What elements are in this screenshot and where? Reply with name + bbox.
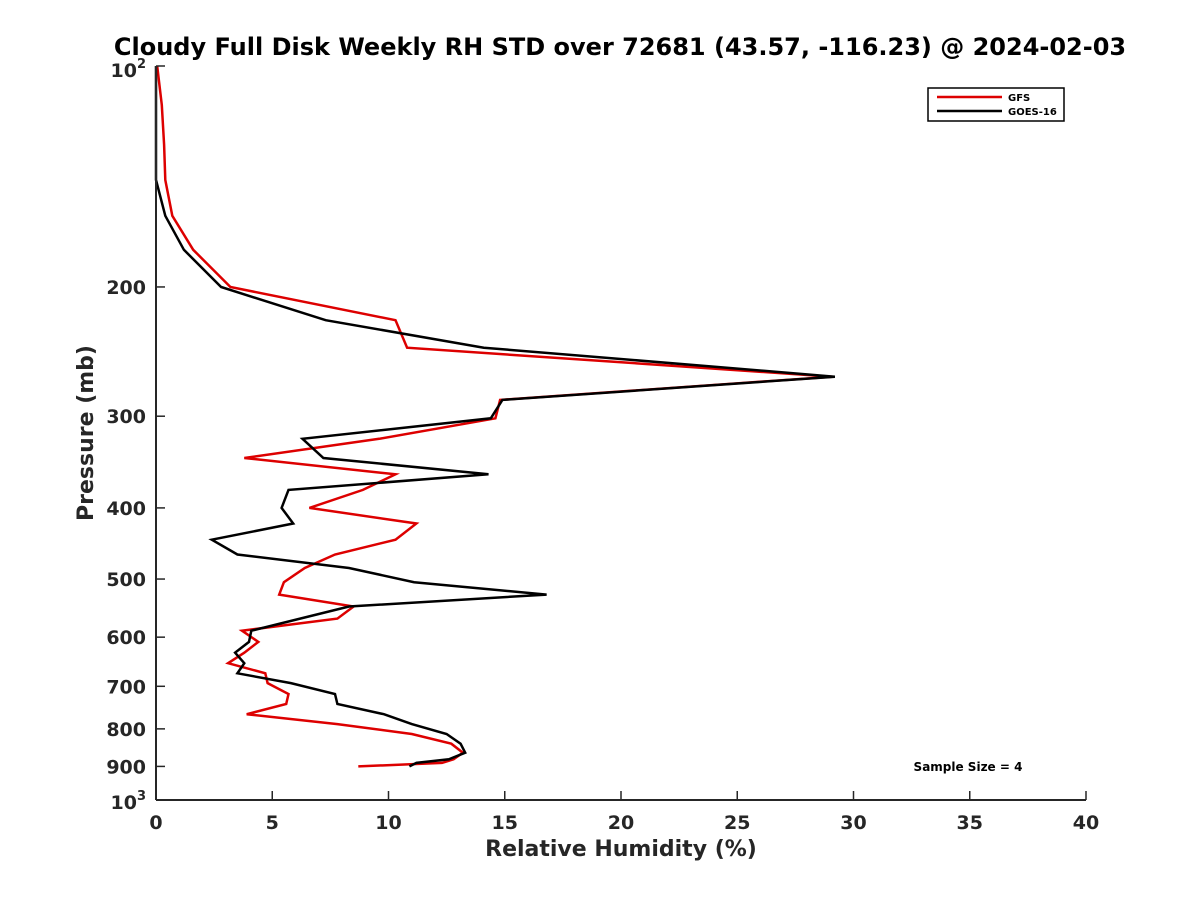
x-axis-label: Relative Humidity (%)	[485, 837, 757, 862]
legend-gfs-label: GFS	[1008, 93, 1030, 104]
y-tick-label: 700	[106, 676, 146, 698]
series-layer	[154, 65, 836, 768]
plot-area	[154, 65, 1086, 801]
series-line-goes16	[154, 66, 836, 768]
x-tick-label: 35	[957, 812, 983, 834]
y-tick-label: 900	[106, 756, 146, 778]
y-tick-label-top: 102	[111, 57, 147, 82]
y-axis-label: Pressure (mb)	[74, 345, 99, 521]
x-tick-label: 10	[375, 812, 401, 834]
x-tick-label: 15	[492, 812, 518, 834]
x-tick-label: 5	[266, 812, 279, 834]
series-line-gfs	[155, 65, 833, 768]
x-tick-label: 20	[608, 812, 634, 834]
x-tick-label: 30	[840, 812, 866, 834]
y-tick-label: 300	[106, 406, 146, 428]
y-tick-label: 600	[106, 627, 146, 649]
y-axis-ticks: 200 300 400 500 600 700 800 900 102 103	[106, 57, 165, 814]
x-tick-label: 0	[149, 812, 162, 834]
legend-box	[927, 87, 1065, 122]
legend-goes16-label: GOES-16	[1008, 107, 1057, 118]
x-tick-label: 40	[1073, 812, 1099, 834]
y-tick-label-bottom: 103	[111, 789, 147, 814]
x-axis-ticks: 0 5 10 15 20 25 30 35 40	[149, 791, 1099, 834]
plot-background	[156, 66, 1086, 800]
sample-size-annotation: Sample Size = 4	[914, 760, 1023, 774]
y-tick-label: 800	[106, 719, 146, 741]
y-tick-label: 500	[106, 569, 146, 591]
legend: GFS GOES-16	[927, 87, 1065, 122]
x-tick-label: 25	[724, 812, 750, 834]
y-tick-label: 400	[106, 498, 146, 520]
chart-title: Cloudy Full Disk Weekly RH STD over 7268…	[114, 33, 1126, 61]
y-tick-label: 200	[106, 277, 146, 299]
